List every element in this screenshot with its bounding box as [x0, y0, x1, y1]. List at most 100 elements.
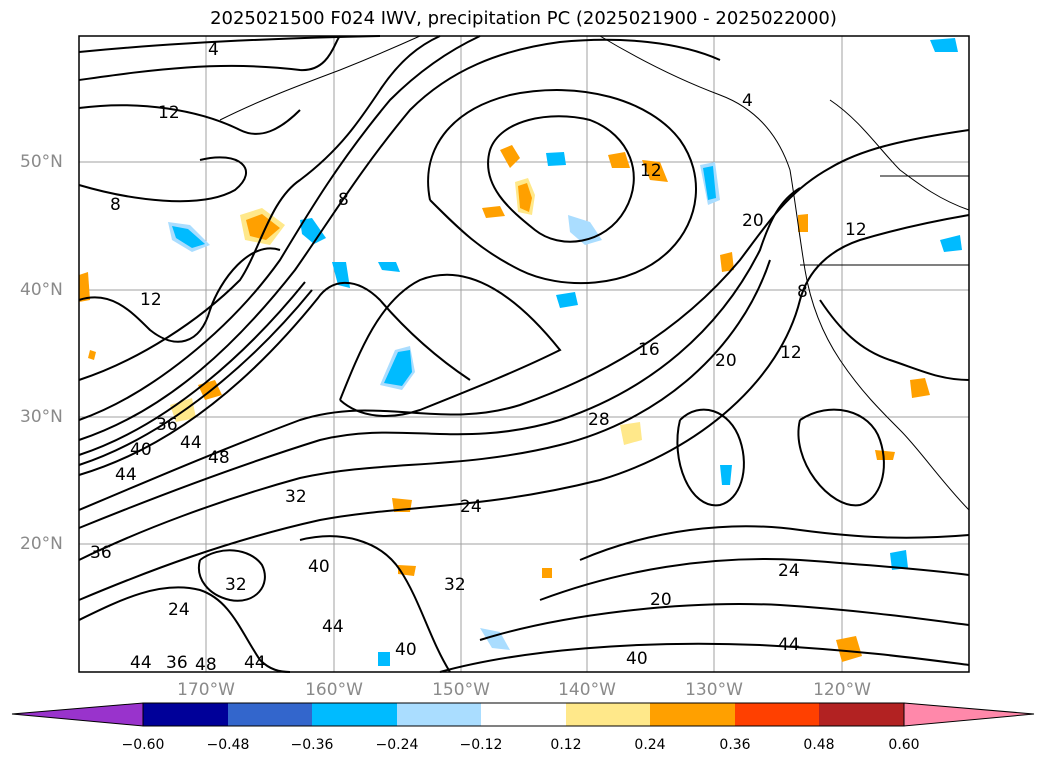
- contour-line: [197, 549, 266, 602]
- contour-label: 12: [845, 220, 867, 240]
- colorbar-frame: [142, 702, 905, 727]
- colorbar-swatch: [228, 703, 312, 726]
- map-area: [79, 36, 969, 672]
- contour-label: 40: [395, 640, 417, 660]
- contour-label: 44: [130, 653, 152, 673]
- contour-line: [579, 525, 970, 561]
- colorbar-tick-label: 0.12: [550, 737, 582, 753]
- contour-line: [819, 299, 970, 381]
- contour-line: [78, 35, 481, 421]
- contour-line: [439, 642, 970, 673]
- contour-line: [78, 156, 247, 203]
- precip-patch: [608, 152, 630, 168]
- contour-line: [797, 408, 885, 507]
- contour-label: 32: [225, 575, 247, 595]
- contour-line: [479, 603, 970, 641]
- contour-label: 40: [130, 440, 152, 460]
- precip-patch: [720, 465, 732, 485]
- contour-line: [78, 38, 721, 441]
- precip-patch: [172, 226, 205, 248]
- colorbar-swatch: [650, 703, 735, 726]
- colorbar-tick-label: −0.36: [290, 737, 334, 753]
- colorbar-swatch: [397, 703, 481, 726]
- precip-patch: [300, 218, 326, 244]
- colorbar-tick-label: −0.60: [121, 737, 165, 753]
- contour-label: 48: [208, 448, 230, 468]
- latitude-label: 30°N: [20, 407, 63, 427]
- contour-label: 8: [338, 190, 349, 210]
- precip-patch: [384, 350, 412, 386]
- contour-line: [78, 104, 301, 135]
- contour-line: [78, 187, 801, 529]
- contour-label: 40: [626, 649, 648, 669]
- contour-line: [78, 281, 306, 456]
- colorbar-tick-label: −0.24: [375, 737, 419, 753]
- colorbar-extend-right: [903, 702, 1035, 727]
- contour-line: [78, 289, 313, 466]
- contour-label: 8: [797, 282, 808, 302]
- precip-patch: [500, 145, 520, 168]
- precip-patch: [642, 160, 668, 182]
- precip-patch: [620, 422, 642, 445]
- latitude-label: 20°N: [20, 534, 63, 554]
- precip-patch: [720, 252, 734, 272]
- contour-line: [78, 35, 381, 53]
- precip-patch: [703, 166, 716, 200]
- colorbar-swatch: [312, 703, 397, 726]
- contour-line: [539, 558, 970, 601]
- coastline: [219, 35, 421, 121]
- contour-line: [676, 408, 745, 507]
- precip-patch: [480, 628, 510, 650]
- colorbar-swatch: [143, 703, 228, 726]
- contour-line: [427, 89, 697, 285]
- longitude-label: 150°W: [432, 680, 490, 700]
- latitude-label: 40°N: [20, 280, 63, 300]
- contour-line: [78, 247, 281, 343]
- contour-label: 20: [742, 211, 764, 231]
- contour-label: 44: [115, 465, 137, 485]
- precip-patch: [542, 568, 552, 578]
- longitude-label: 160°W: [305, 680, 363, 700]
- precip-patch: [556, 292, 578, 308]
- precip-patches: [79, 38, 962, 666]
- colorbar-tick-label: 0.36: [719, 737, 751, 753]
- precip-patch: [378, 262, 400, 272]
- colorbar-tick-label: −0.48: [206, 737, 250, 753]
- longitude-label: 170°W: [177, 680, 235, 700]
- contour-label: 20: [715, 351, 737, 371]
- contour-label: 4: [742, 91, 753, 111]
- contour-line: [78, 129, 970, 511]
- contour-label: 12: [140, 290, 162, 310]
- precip-patch: [930, 38, 958, 52]
- precip-patch: [378, 652, 390, 666]
- contour-line: [299, 535, 451, 673]
- coastlines: [219, 35, 970, 511]
- contour-label: 40: [308, 557, 330, 577]
- contour-label: 28: [588, 410, 610, 430]
- longitude-label: 130°W: [685, 680, 743, 700]
- contour-label: 36: [166, 653, 188, 673]
- colorbar: [11, 702, 1035, 727]
- contour-label: 44: [180, 433, 202, 453]
- contour-label: 48: [195, 655, 217, 675]
- contour-line: [339, 273, 562, 417]
- contour-label: 44: [322, 617, 344, 637]
- contour-label: 44: [244, 653, 266, 673]
- contour-label: 24: [460, 497, 482, 517]
- contour-label: 36: [90, 543, 112, 563]
- precip-patch: [940, 235, 962, 252]
- precip-patch: [875, 450, 895, 460]
- precip-patch: [836, 636, 862, 662]
- colorbar-tick-label: 0.60: [888, 737, 920, 753]
- contour-label: 24: [778, 561, 800, 581]
- coastline: [599, 35, 970, 511]
- precip-patch: [88, 350, 96, 360]
- contour-label-group: 4 12 8 8 12 12 4 20 12 8 12 16 20 28 36 …: [90, 40, 867, 675]
- precip-patch: [910, 378, 930, 398]
- contour-label: 12: [640, 161, 662, 181]
- longitude-label: 140°W: [558, 680, 616, 700]
- contour-line: [487, 115, 635, 243]
- colorbar-swatch: [735, 703, 819, 726]
- contour-label: 12: [780, 343, 802, 363]
